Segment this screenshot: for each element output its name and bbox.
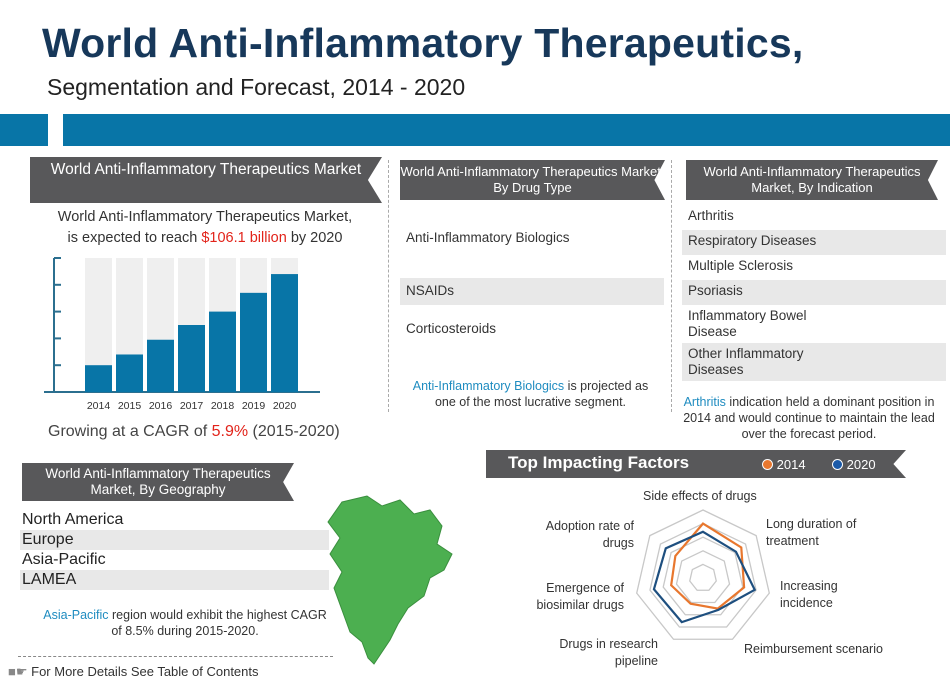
radar-axis-label: Emergence of biosimilar drugs [536, 581, 624, 612]
bar-2018 [209, 311, 236, 392]
bar-2016 [147, 339, 174, 392]
geography-item: North America [22, 511, 124, 528]
x-tick-label: 2016 [149, 400, 173, 412]
factors-title: Top Impacting Factors [508, 453, 690, 472]
x-tick-label: 2019 [242, 400, 266, 412]
geography-item: LAMEA [20, 570, 329, 590]
bar-2015 [116, 354, 143, 392]
drug-type-ribbon: World Anti-Inflammatory Therapeutics Mar… [400, 160, 665, 200]
toc-link-label: For More Details See Table of Contents [31, 664, 259, 679]
indication-item: Arthritis [688, 208, 734, 223]
radar-axis-label: Increasing incidence [780, 579, 838, 610]
radar-axis-label: Long duration of treatment [766, 517, 857, 548]
x-tick-label: 2018 [211, 400, 235, 412]
bar-2017 [178, 325, 205, 392]
cagr-text: Growing at a CAGR of 5.9% (2015-2020) [48, 423, 340, 441]
market-text-line1: World Anti-Inflammatory Therapeutics Mar… [57, 209, 353, 225]
legend-label: 2020 [846, 457, 876, 472]
note-text: region would exhibit the highest CAGR of… [108, 608, 327, 638]
market-value: $106.1 billion [201, 230, 287, 246]
market-text-pre: is expected to reach [67, 230, 202, 246]
radar-axis-label: Adoption rate of drugs [545, 519, 634, 550]
page-subtitle: Segmentation and Forecast, 2014 - 2020 [47, 74, 466, 100]
market-ribbon: World Anti-Inflammatory Therapeutics Mar… [30, 157, 382, 203]
indication-item: Inflammatory Bowel Disease [688, 308, 807, 339]
x-tick-label: 2014 [87, 400, 111, 412]
page-title: World Anti-Inflammatory Therapeutics, [42, 20, 804, 66]
radar-axis-label: Drugs in research pipeline [559, 637, 658, 668]
drug-type-item: NSAIDs [400, 278, 664, 305]
note-text: is projected as one of the most lucrativ… [434, 379, 649, 409]
geography-list: North America Europe Asia-Pacific LAMEA [20, 510, 329, 590]
geography-ribbon: World Anti-Inflammatory Therapeutics Mar… [22, 463, 294, 501]
indication-note: Arthritis indication held a dominant pos… [682, 394, 936, 442]
note-highlight: Arthritis [683, 395, 726, 409]
legend-label: 2014 [776, 457, 806, 472]
geography-note: Asia-Pacific region would exhibit the hi… [40, 607, 330, 639]
cagr-post: (2015-2020) [248, 423, 340, 440]
market-text-post: by 2020 [286, 230, 343, 246]
north-america-map [327, 495, 453, 665]
pointing-hand-icon: ■☛ [8, 664, 32, 679]
drug-type-note: Anti-Inflammatory Biologics is projected… [408, 378, 653, 410]
bar-2020 [271, 274, 298, 392]
radar-ring [636, 509, 770, 640]
geography-item: Europe [20, 530, 329, 550]
x-tick-label: 2020 [273, 400, 297, 412]
note-text: indication held a dominant position in 2… [683, 395, 935, 441]
bar-2019 [240, 292, 267, 392]
indication-item: Psoriasis [682, 280, 946, 305]
radar-ring [675, 550, 731, 604]
legend-2014: 2014 [762, 456, 806, 473]
drug-type-item: Corticosteroids [406, 321, 497, 336]
radar-axis-label: Side effects of drugs [643, 489, 757, 503]
indication-item: Multiple Sclerosis [688, 258, 794, 273]
cagr-pre: Growing at a CAGR of [48, 423, 212, 440]
factors-ribbon: Top Impacting Factors 2014 2020 [486, 450, 906, 478]
radar-ring [649, 522, 757, 628]
radar-series-2020 [652, 530, 757, 624]
market-summary: World Anti-Inflammatory Therapeutics Mar… [30, 207, 380, 249]
indication-ribbon: World Anti-Inflammatory Therapeutics Mar… [686, 160, 938, 200]
radar-ring [689, 563, 717, 591]
bar-2014 [85, 365, 112, 392]
market-bar-chart: 2014 2015 2016 2017 2018 2019 2020 [44, 257, 320, 412]
cagr-value: 5.9% [211, 423, 249, 440]
indication-item: Other Inflammatory Diseases [682, 343, 946, 381]
header-band [63, 114, 950, 146]
drug-type-item: Anti-Inflammatory Biologics [406, 230, 570, 245]
note-highlight: Anti-Inflammatory Biologics [412, 379, 565, 393]
note-highlight: Asia-Pacific [43, 608, 109, 622]
geography-item: Asia-Pacific [22, 551, 106, 568]
indication-list: Arthritis Respiratory Diseases Multiple … [682, 205, 946, 381]
radar-axis-label: Reimbursement scenario [744, 642, 883, 656]
indication-item: Respiratory Diseases [682, 230, 946, 255]
blue-dot-icon [832, 459, 843, 470]
orange-dot-icon [762, 459, 773, 470]
toc-link[interactable]: ■☛ For More Details See Table of Content… [8, 664, 259, 680]
header-band-left [0, 114, 48, 146]
factors-radar-chart [636, 509, 770, 640]
radar-series-2014 [670, 522, 746, 610]
x-tick-label: 2017 [180, 400, 204, 412]
legend-2020: 2020 [832, 456, 876, 473]
x-tick-label: 2015 [118, 400, 142, 412]
